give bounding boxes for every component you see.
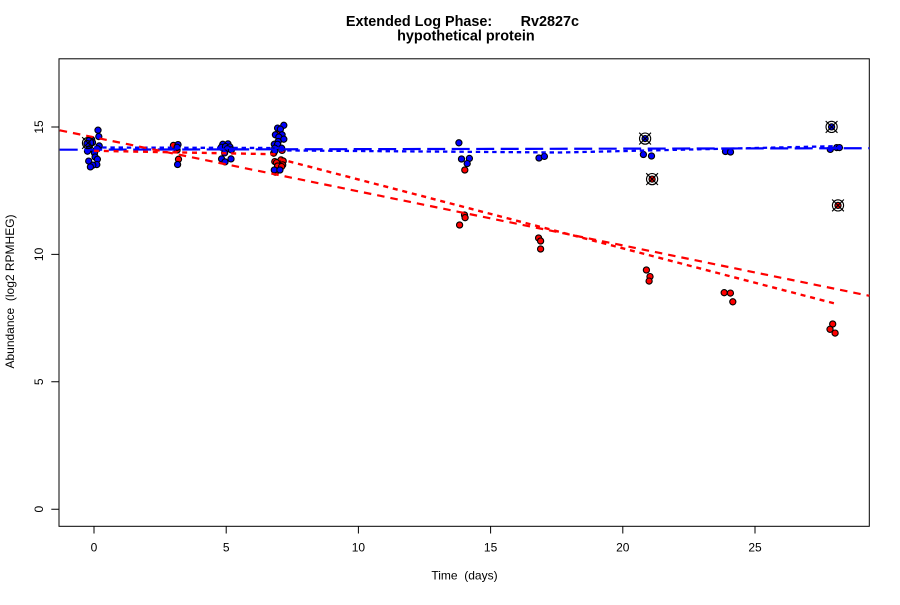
svg-text:0: 0 bbox=[32, 506, 46, 513]
svg-text:15: 15 bbox=[484, 541, 498, 555]
svg-text:15: 15 bbox=[32, 120, 46, 134]
svg-text:10: 10 bbox=[352, 541, 366, 555]
svg-text:Abundance (log2 RPMHEG): Abundance (log2 RPMHEG) bbox=[3, 214, 17, 368]
svg-text:5: 5 bbox=[32, 378, 46, 385]
svg-text:10: 10 bbox=[32, 247, 46, 261]
svg-text:0: 0 bbox=[91, 541, 98, 555]
svg-text:5: 5 bbox=[223, 541, 230, 555]
svg-text:Rv2827c: Rv2827c bbox=[521, 14, 579, 30]
svg-text:Time (days): Time (days) bbox=[431, 569, 497, 583]
svg-text:hypothetical protein: hypothetical protein bbox=[397, 28, 535, 44]
svg-text:25: 25 bbox=[748, 541, 762, 555]
svg-text:20: 20 bbox=[616, 541, 630, 555]
svg-text:Extended Log Phase:: Extended Log Phase: bbox=[346, 14, 492, 30]
